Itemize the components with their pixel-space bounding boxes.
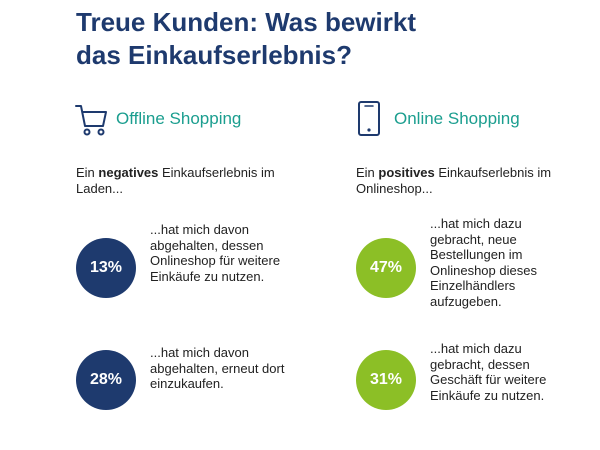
title-line-1: Treue Kunden: Was bewirkt [76,7,416,37]
offline-intro-emphasis: negatives [98,165,159,180]
online-intro-text: Ein [356,165,379,180]
stat-circle: 28% [76,350,136,410]
online-intro-emphasis: positives [378,165,435,180]
stat-description: ...hat mich dazu gebracht, neue Bestellu… [430,216,537,309]
online-intro-text-rest: Einkaufserlebnis im Onlineshop... [356,165,552,196]
online-section-header: Online Shopping [352,100,520,138]
online-stat-2: 31% ...hat mich dazu gebracht, dessen Ge… [356,341,570,410]
offline-intro-text-rest: Einkaufserlebnis im Laden... [76,165,275,196]
offline-section-label: Offline Shopping [116,109,242,128]
stat-description: ...hat mich davon abgehalten, dessen Onl… [150,222,281,284]
online-section-label: Online Shopping [394,109,520,128]
offline-intro-text: Ein [76,165,99,180]
shopping-cart-icon [75,105,107,136]
stat-circle: 31% [356,350,416,410]
stat-circle: 47% [356,238,416,298]
offline-stat-2: 28% ...hat mich davon abgehalten, erneut… [76,345,290,410]
stat-description: ...hat mich dazu gebracht, dessen Geschä… [430,341,547,403]
stat-circle: 13% [76,238,136,298]
offline-stat-1: 13% ...hat mich davon abgehalten, dessen… [76,222,290,298]
offline-intro: Ein negatives Einkaufserlebnis im Laden.… [76,165,296,197]
page-title: Treue Kunden: Was bewirkt das Einkaufser… [76,6,576,72]
online-stat-1: 47% ...hat mich dazu gebracht, neue Best… [356,216,570,309]
offline-section-header: Offline Shopping [74,100,241,138]
online-intro: Ein positives Einkaufserlebnis im Online… [356,165,576,197]
smartphone-icon [358,101,380,136]
title-line-2: das Einkaufserlebnis? [76,40,352,70]
stat-description: ...hat mich davon abgehalten, erneut dor… [150,345,285,391]
